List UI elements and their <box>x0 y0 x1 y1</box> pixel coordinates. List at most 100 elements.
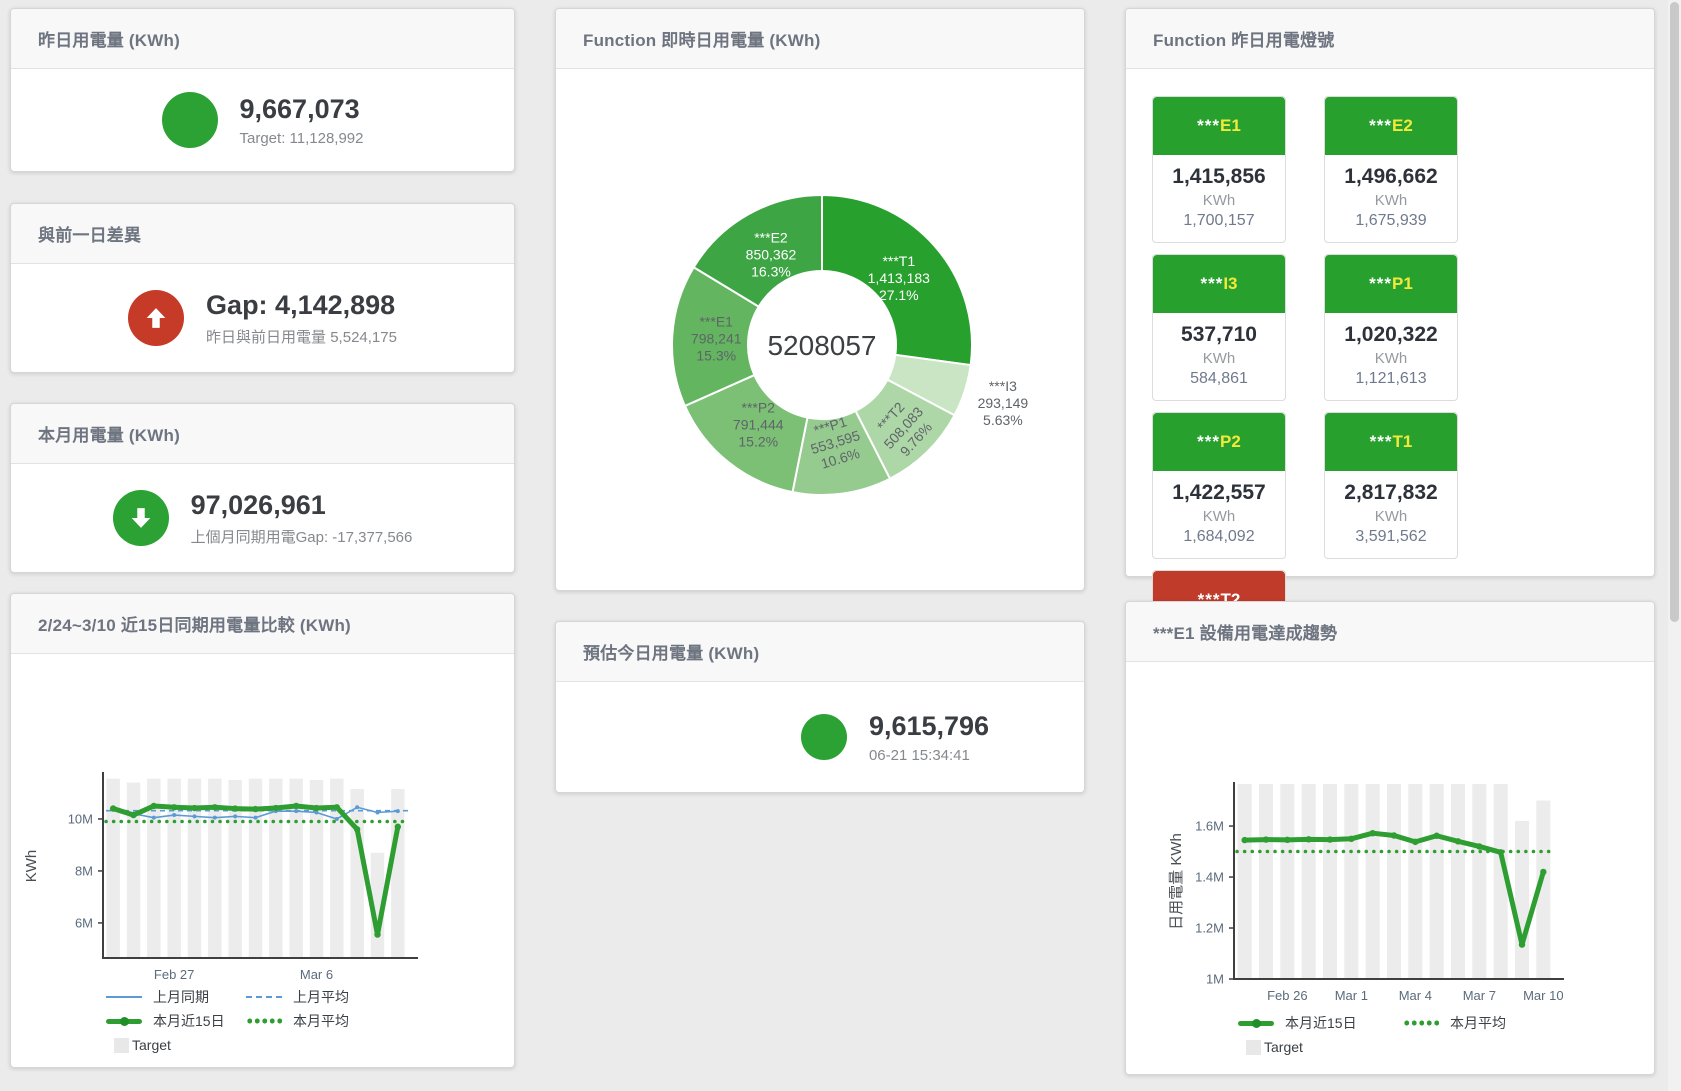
panel-title: 與前一日差異 <box>38 226 142 245</box>
svg-text:1.4M: 1.4M <box>1195 870 1224 885</box>
svg-text:1M: 1M <box>1206 972 1224 987</box>
kpi: Gap: 4,142,898 昨日與前日用電量 5,524,175 <box>11 264 514 372</box>
tile-header: *** T1 <box>1325 413 1457 471</box>
tile-value: 1,020,322 <box>1344 323 1438 346</box>
svg-text:6M: 6M <box>75 915 93 930</box>
card-e1-trend-chart: ***E1 設備用電達成趨勢 1M 1.2M 1.4M 1.6M Feb 26 Mar 1… <box>1125 601 1655 1075</box>
kpi-subtitle: 昨日與前日用電量 5,524,175 <box>206 328 397 346</box>
svg-text:Mar 4: Mar 4 <box>1399 988 1432 1003</box>
arrow-down-icon <box>112 490 169 546</box>
panel-title: 昨日用電量 (KWh) <box>38 31 180 50</box>
tile-prev-value: 1,121,613 <box>1355 370 1427 387</box>
panel-header: 預估今日用電量 (KWh) <box>556 622 1084 682</box>
chart-legend: 上月同期 上月平均本月近15日 本月平均 Target <box>106 986 386 1056</box>
arrow-up-icon <box>128 290 185 346</box>
svg-text:Mar 1: Mar 1 <box>1335 988 1368 1003</box>
kpi-timestamp: 06-21 15:34:41 <box>868 746 970 764</box>
legend-item-本月平均[interactable]: 本月平均 <box>1403 1012 1568 1034</box>
legend-item-Target[interactable]: Target <box>106 1034 246 1056</box>
tile-unit: KWh <box>1374 350 1408 367</box>
kpi: 97,026,961 上個月同期用電Gap: -17,377,566 <box>11 464 514 572</box>
svg-text:Feb 27: Feb 27 <box>154 967 194 982</box>
panel-header: 本月用電量 (KWh) <box>11 404 514 464</box>
tile-label-code: E2 <box>1392 116 1413 135</box>
tile-prev-value: 584,861 <box>1190 370 1248 387</box>
legend-item-上月平均[interactable]: 上月平均 <box>246 986 386 1008</box>
tile-prev-value: 1,700,157 <box>1183 212 1255 229</box>
card-realtime-usage-donut: Function 即時日用電量 (KWh) ***T1 1,413,183 27.1… <box>555 8 1085 591</box>
panel-title: 本月用電量 (KWh) <box>38 426 180 445</box>
tile-label-code: P2 <box>1220 432 1241 451</box>
panel-title: ***E1 設備用電達成趨勢 <box>1153 624 1338 643</box>
legend-swatch-thick-icon <box>106 1016 142 1026</box>
legend-swatch-square-icon <box>114 1037 129 1053</box>
tile-label-stars: *** <box>1197 116 1221 135</box>
tile-label-code: T1 <box>1392 432 1413 451</box>
card-day-gap: 與前一日差異 Gap: 4,142,898 昨日與前日用電量 5,524,175 <box>10 203 515 373</box>
legend-label: Target <box>132 1037 171 1053</box>
status-tile-T1: *** T1 2,817,832 KWh 3,591,562 <box>1324 412 1458 559</box>
svg-text:Mar 6: Mar 6 <box>300 967 333 982</box>
legend-label: 本月近15日 <box>153 1013 225 1029</box>
tile-body: 537,710 KWh 584,861 <box>1153 313 1285 400</box>
panel-title: Function 昨日用電燈號 <box>1153 31 1335 50</box>
tile-header: *** P1 <box>1325 255 1457 313</box>
legend-swatch-line-icon <box>106 996 142 998</box>
legend-label: 上月平均 <box>293 989 349 1005</box>
kpi-value: 9,667,073 <box>239 93 360 124</box>
tile-unit: KWh <box>1202 350 1236 367</box>
tile-value: 1,496,662 <box>1344 165 1438 188</box>
status-circle-icon <box>161 92 218 148</box>
tile-unit: KWh <box>1202 192 1236 209</box>
tile-unit: KWh <box>1374 508 1408 525</box>
panel-header: 與前一日差異 <box>11 204 514 264</box>
kpi: 9,667,073 Target: 11,128,992 <box>11 69 514 171</box>
tile-body: 2,817,832 KWh 3,591,562 <box>1325 471 1457 558</box>
panel-header: 2/24~3/10 近15日同期用電量比較 (KWh) <box>11 594 514 654</box>
legend-label: 上月同期 <box>153 989 209 1005</box>
tile-body: 1,415,856 KWh 1,700,157 <box>1153 155 1285 242</box>
legend-item-Target[interactable]: Target <box>1238 1036 1403 1058</box>
svg-text:Mar 10: Mar 10 <box>1523 988 1563 1003</box>
tile-unit: KWh <box>1374 192 1408 209</box>
tile-unit: KWh <box>1202 508 1236 525</box>
svg-text:5208057: 5208057 <box>767 330 876 361</box>
tile-label-stars: *** <box>1197 432 1221 451</box>
panel-title: Function 即時日用電量 (KWh) <box>583 31 821 50</box>
legend-label: 本月近15日 <box>1285 1015 1357 1031</box>
svg-text:1.6M: 1.6M <box>1195 819 1224 834</box>
scrollbar-thumb[interactable] <box>1670 2 1679 622</box>
compare-line-chart: 6M 8M 10M Feb 27 Mar 6 KWh <box>23 772 418 982</box>
status-tile-E2: *** E2 1,496,662 KWh 1,675,939 <box>1324 96 1458 243</box>
tile-value: 537,710 <box>1181 323 1257 346</box>
status-tile-E1: *** E1 1,415,856 KWh 1,700,157 <box>1152 96 1286 243</box>
tile-value: 1,415,856 <box>1172 165 1266 188</box>
tile-header: *** E1 <box>1153 97 1285 155</box>
legend-item-本月平均[interactable]: 本月平均 <box>246 1010 386 1032</box>
legend-item-上月同期[interactable]: 上月同期 <box>106 986 246 1008</box>
tile-body: 1,422,557 KWh 1,684,092 <box>1153 471 1285 558</box>
legend-item-本月近15日[interactable]: 本月近15日 <box>1238 1012 1403 1034</box>
status-tile-P1: *** P1 1,020,322 KWh 1,121,613 <box>1324 254 1458 401</box>
panel-header: ***E1 設備用電達成趨勢 <box>1126 602 1654 662</box>
status-tile-P2: *** P2 1,422,557 KWh 1,684,092 <box>1152 412 1286 559</box>
tile-header: *** E2 <box>1325 97 1457 155</box>
legend-label: 本月平均 <box>1450 1015 1506 1031</box>
svg-text:1.2M: 1.2M <box>1195 921 1224 936</box>
legend-item-本月近15日[interactable]: 本月近15日 <box>106 1010 246 1032</box>
scrollbar[interactable] <box>1668 0 1681 1091</box>
tile-header: *** P2 <box>1153 413 1285 471</box>
panel-header: Function 即時日用電量 (KWh) <box>556 9 1084 69</box>
kpi-value: 9,615,796 <box>868 710 990 741</box>
status-circle-icon <box>800 714 847 760</box>
kpi-value: 97,026,961 <box>190 489 326 520</box>
tile-label-stars: *** <box>1369 116 1393 135</box>
tile-value: 2,817,832 <box>1344 481 1438 504</box>
card-today-estimate: 預估今日用電量 (KWh) 9,615,796 06-21 15:34:41 <box>555 621 1085 793</box>
tile-label-code: E1 <box>1220 116 1241 135</box>
tile-label-code: I3 <box>1223 274 1238 293</box>
